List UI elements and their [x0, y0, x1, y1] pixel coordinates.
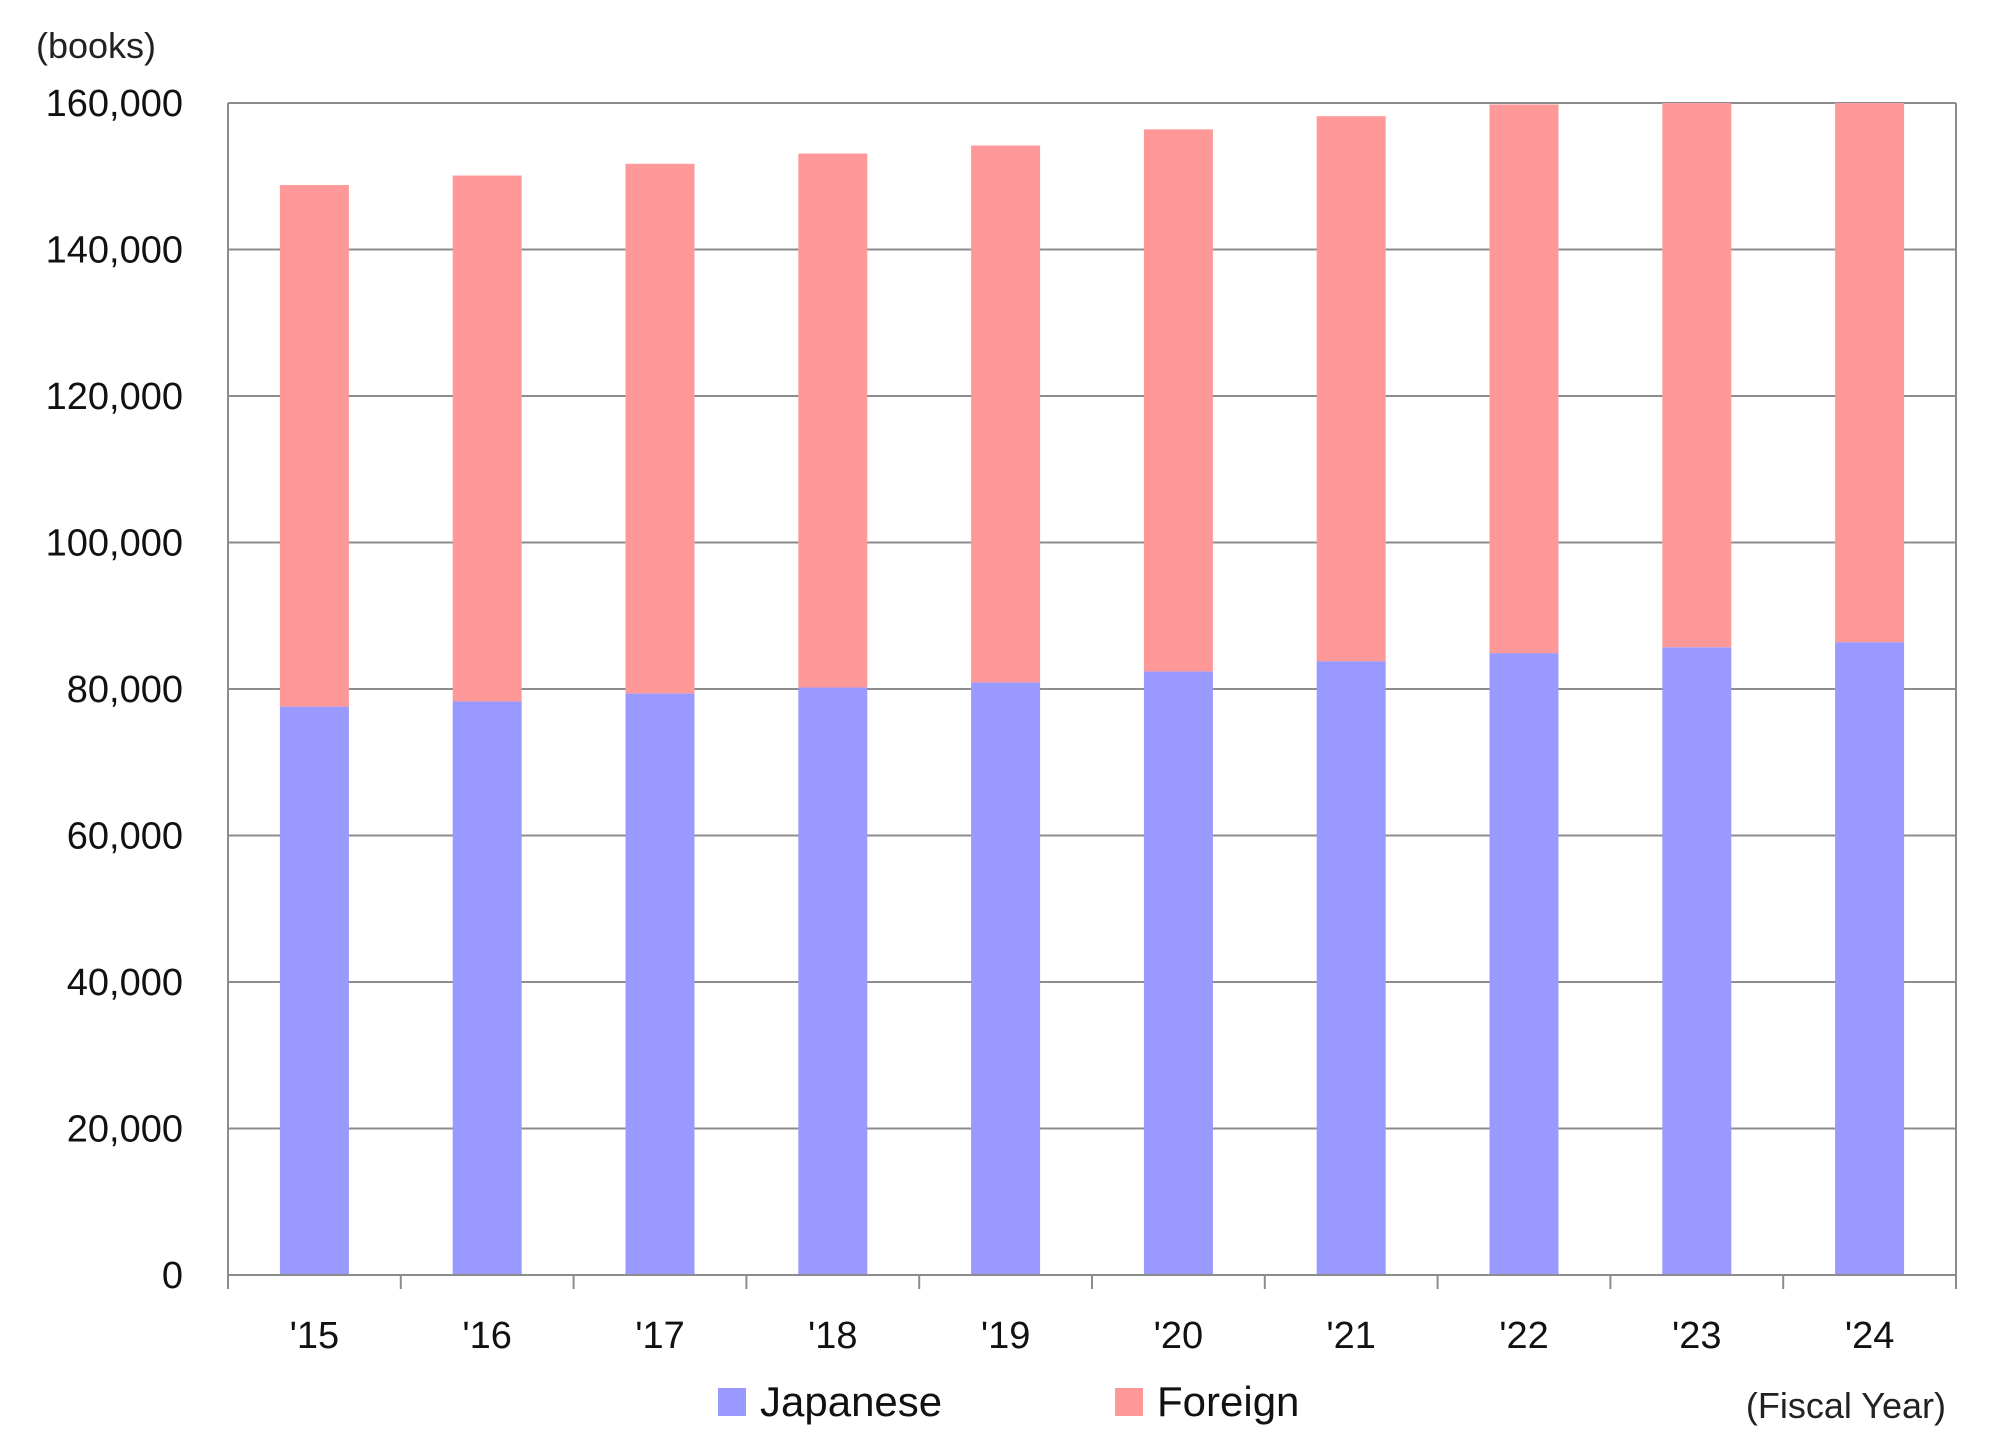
x-tick-label: '23	[1672, 1315, 1722, 1357]
y-tick-label: 120,000	[46, 376, 183, 418]
bar-foreign-4	[971, 145, 1041, 683]
y-tick-label: 0	[162, 1255, 183, 1297]
legend-swatch-japanese	[718, 1388, 746, 1416]
x-tick-label: '21	[1326, 1315, 1376, 1357]
y-tick-label: 140,000	[46, 230, 183, 272]
axes	[227, 103, 1957, 1289]
x-tick-label: '16	[462, 1315, 512, 1357]
y-tick-label: 40,000	[67, 962, 183, 1004]
y-tick-labels: 0 20,000 40,000 60,000 80,000 100,000 120,000 1…	[46, 83, 183, 1297]
bar-foreign-1	[452, 175, 522, 702]
bar-japanese-7	[1489, 653, 1559, 1275]
bar-foreign-3	[798, 153, 868, 688]
bar-foreign-9	[1835, 103, 1905, 643]
x-tick-label: '15	[290, 1315, 340, 1357]
bar-foreign-7	[1489, 104, 1559, 654]
x-tick-label: '24	[1845, 1315, 1895, 1357]
legend-label-japanese: Japanese	[760, 1378, 942, 1425]
bars	[279, 103, 1905, 1275]
bar-japanese-1	[452, 701, 522, 1275]
x-tick-labels: '15 '16 '17 '18 '19 '20 '21 '22 '23 '24	[290, 1315, 1895, 1357]
y-tick-label: 60,000	[67, 816, 183, 858]
y-tick-label: 100,000	[46, 523, 183, 565]
x-axis-unit-label: (Fiscal Year)	[1746, 1385, 1946, 1426]
legend: Japanese Foreign	[718, 1378, 1299, 1425]
x-tick-label: '22	[1499, 1315, 1549, 1357]
bar-foreign-2	[625, 163, 695, 694]
x-tick-label: '19	[981, 1315, 1031, 1357]
bar-foreign-6	[1316, 116, 1386, 662]
x-tick-label: '18	[808, 1315, 858, 1357]
legend-swatch-foreign	[1115, 1388, 1143, 1416]
x-tick-label: '17	[635, 1315, 685, 1357]
y-tick-label: 20,000	[67, 1109, 183, 1151]
bar-foreign-8	[1662, 103, 1732, 648]
bar-foreign-0	[279, 185, 349, 707]
bar-japanese-6	[1316, 661, 1386, 1275]
bar-japanese-0	[279, 706, 349, 1275]
bar-japanese-2	[625, 693, 695, 1275]
y-tick-label: 80,000	[67, 669, 183, 711]
x-tick-label: '20	[1154, 1315, 1204, 1357]
legend-label-foreign: Foreign	[1157, 1378, 1299, 1425]
y-tick-label: 160,000	[46, 83, 183, 125]
bar-foreign-5	[1143, 129, 1213, 672]
bar-japanese-9	[1835, 642, 1905, 1275]
bar-japanese-4	[971, 682, 1041, 1275]
y-axis-unit-label: (books)	[36, 25, 156, 66]
bar-japanese-5	[1143, 671, 1213, 1275]
bar-japanese-3	[798, 687, 868, 1275]
bar-japanese-8	[1662, 647, 1732, 1275]
